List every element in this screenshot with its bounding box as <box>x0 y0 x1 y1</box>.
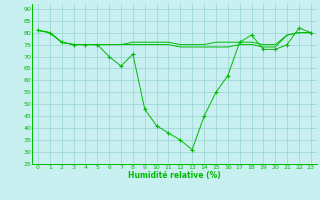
X-axis label: Humidité relative (%): Humidité relative (%) <box>128 171 221 180</box>
